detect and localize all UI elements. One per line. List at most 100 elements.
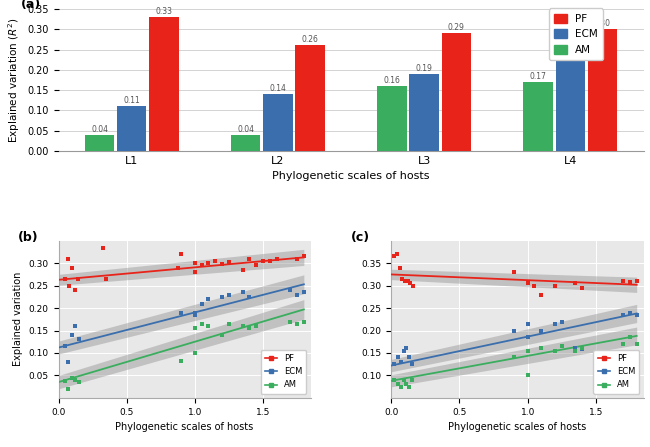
Point: [251, 322, 261, 329]
Point: [244, 325, 255, 332]
Point: [70, 322, 80, 329]
Point: [536, 345, 547, 352]
Bar: [377, 86, 406, 151]
Text: 0.29: 0.29: [448, 23, 465, 32]
Point: [396, 383, 406, 390]
Point: [618, 311, 629, 318]
Bar: [523, 82, 552, 151]
Point: [618, 341, 629, 348]
Point: [285, 318, 295, 325]
Point: [550, 347, 560, 354]
Point: [190, 260, 200, 267]
Point: [393, 381, 404, 388]
Text: 0.16: 0.16: [384, 76, 400, 85]
Point: [292, 255, 302, 262]
Point: [98, 244, 109, 251]
Point: [196, 320, 207, 327]
Bar: [231, 135, 261, 151]
Point: [251, 322, 261, 329]
Y-axis label: Explained variation ($R^2$): Explained variation ($R^2$): [6, 17, 21, 143]
Point: [244, 255, 255, 262]
Point: [217, 260, 228, 267]
Point: [401, 345, 411, 352]
Text: 0.14: 0.14: [270, 84, 287, 93]
Point: [523, 333, 533, 341]
Text: 0.04: 0.04: [91, 125, 108, 134]
Point: [625, 309, 635, 316]
Point: [577, 345, 588, 352]
Point: [210, 257, 220, 265]
Point: [174, 265, 184, 272]
Point: [407, 361, 417, 368]
Bar: [117, 106, 146, 151]
Point: [389, 376, 399, 384]
Point: [398, 376, 409, 384]
Point: [400, 278, 410, 285]
Point: [203, 295, 214, 303]
Point: [298, 318, 309, 325]
Legend: PF, ECM, AM: PF, ECM, AM: [593, 350, 640, 394]
Point: [272, 255, 282, 262]
Bar: [150, 17, 179, 151]
Point: [176, 251, 187, 258]
Point: [523, 320, 533, 327]
Point: [73, 336, 84, 343]
Point: [509, 354, 519, 361]
Point: [570, 280, 580, 287]
Point: [203, 322, 214, 329]
Point: [536, 291, 547, 298]
Bar: [556, 58, 585, 151]
Text: 0.17: 0.17: [530, 72, 547, 81]
Point: [389, 361, 399, 368]
Point: [405, 280, 415, 287]
Point: [60, 275, 70, 283]
Point: [67, 374, 77, 381]
Point: [224, 291, 234, 298]
Point: [63, 255, 73, 262]
Point: [60, 342, 70, 350]
Point: [176, 309, 187, 316]
Point: [190, 309, 200, 316]
Text: 0.23: 0.23: [562, 47, 578, 56]
Point: [529, 282, 539, 289]
X-axis label: Phylogenetic scales of hosts: Phylogenetic scales of hosts: [448, 422, 586, 432]
Point: [72, 275, 83, 283]
Point: [285, 287, 295, 294]
Point: [190, 325, 200, 332]
Y-axis label: Explained variation: Explained variation: [13, 272, 23, 367]
Point: [63, 385, 73, 392]
Point: [550, 282, 560, 289]
Point: [203, 260, 214, 267]
Point: [632, 278, 642, 285]
Legend: PF, ECM, AM: PF, ECM, AM: [549, 8, 603, 60]
Point: [176, 358, 187, 365]
Bar: [410, 74, 439, 151]
Point: [190, 269, 200, 276]
Point: [396, 358, 406, 366]
Point: [244, 293, 255, 300]
Point: [292, 320, 302, 327]
Legend: PF, ECM, AM: PF, ECM, AM: [261, 350, 307, 394]
Point: [550, 320, 560, 327]
Point: [265, 257, 275, 265]
Point: [196, 300, 207, 307]
Point: [73, 379, 84, 386]
Point: [190, 350, 200, 357]
Point: [60, 377, 70, 384]
Point: [251, 262, 261, 269]
Point: [407, 376, 417, 384]
Point: [632, 341, 642, 348]
Point: [523, 347, 533, 354]
Text: 0.04: 0.04: [237, 125, 254, 134]
Point: [298, 289, 309, 296]
Point: [70, 376, 80, 384]
Point: [570, 345, 580, 352]
Point: [64, 282, 75, 289]
Point: [509, 327, 519, 334]
Point: [67, 331, 77, 338]
Point: [509, 269, 519, 276]
Point: [389, 253, 399, 260]
Point: [577, 346, 588, 353]
Point: [401, 381, 411, 388]
Bar: [441, 33, 471, 151]
